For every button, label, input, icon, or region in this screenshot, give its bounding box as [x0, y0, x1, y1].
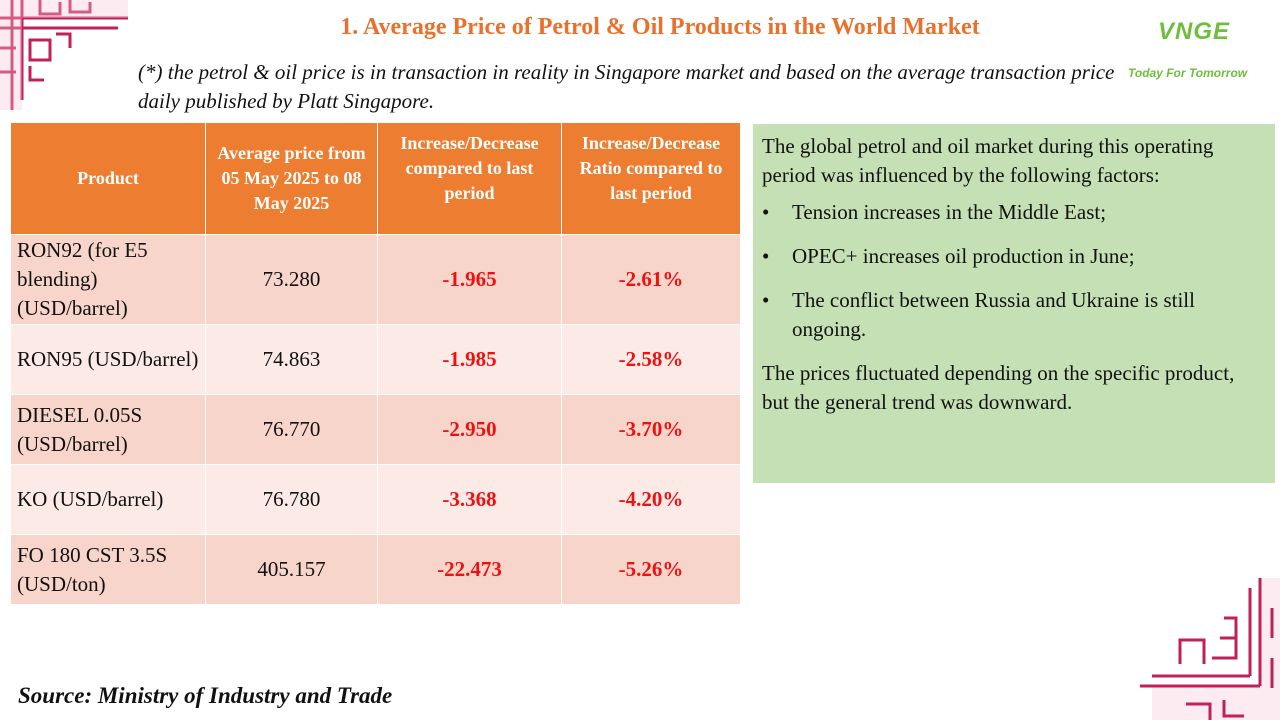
price-table: Product Average price from 05 May 2025 t…	[10, 122, 741, 605]
table-row: FO 180 CST 3.5S (USD/ton) 405.157 -22.47…	[10, 534, 741, 605]
average-price: 73.280	[205, 234, 378, 325]
price-note: (*) the petrol & oil price is in transac…	[138, 60, 1115, 113]
price-change: -22.473	[377, 534, 562, 605]
table-row: RON92 (for E5 blending) (USD/barrel) 73.…	[10, 234, 741, 325]
product-name: KO (USD/barrel)	[10, 464, 206, 535]
header-average-line1: Average price from	[217, 143, 366, 163]
product-name: RON92 (for E5 blending) (USD/barrel)	[10, 234, 206, 325]
table-header-row: Product Average price from 05 May 2025 t…	[10, 122, 741, 235]
header-ratio: Increase/Decrease Ratio compared to last…	[561, 122, 741, 235]
header-average-line2: 05 May 2025 to 08 May 2025	[221, 168, 362, 213]
table-row: KO (USD/barrel) 76.780 -3.368 -4.20%	[10, 464, 741, 535]
factor-item: Tension increases in the Middle East;	[762, 198, 1265, 227]
header-product: Product	[10, 122, 206, 235]
average-price: 76.770	[205, 394, 378, 465]
corner-ornament-top-left	[0, 0, 128, 110]
average-price: 76.780	[205, 464, 378, 535]
change-ratio: -3.70%	[561, 394, 741, 465]
logo-mark: VNGE	[1158, 18, 1231, 45]
change-ratio: -4.20%	[561, 464, 741, 535]
header-change: Increase/Decrease compared to last perio…	[377, 122, 562, 235]
factor-list: Tension increases in the Middle East; OP…	[762, 198, 1265, 344]
change-ratio: -2.61%	[561, 234, 741, 325]
market-factors-panel: The global petrol and oil market during …	[753, 124, 1275, 483]
price-change: -1.965	[377, 234, 562, 325]
table-row: RON95 (USD/barrel) 74.863 -1.985 -2.58%	[10, 324, 741, 395]
price-change: -3.368	[377, 464, 562, 535]
vnge-logo: VNGE Today For Tomorrow	[1124, 18, 1264, 88]
product-name: FO 180 CST 3.5S (USD/ton)	[10, 534, 206, 605]
average-price: 405.157	[205, 534, 378, 605]
corner-ornament-bottom-right	[1140, 578, 1280, 720]
product-name: DIESEL 0.05S (USD/barrel)	[10, 394, 206, 465]
table-row: DIESEL 0.05S (USD/barrel) 76.770 -2.950 …	[10, 394, 741, 465]
factor-item: OPEC+ increases oil production in June;	[762, 242, 1265, 271]
product-name: RON95 (USD/barrel)	[10, 324, 206, 395]
panel-intro: The global petrol and oil market during …	[762, 134, 1214, 187]
panel-conclusion: The prices fluctuated depending on the s…	[762, 361, 1235, 414]
change-ratio: -2.58%	[561, 324, 741, 395]
average-price: 74.863	[205, 324, 378, 395]
price-change: -2.950	[377, 394, 562, 465]
change-ratio: -5.26%	[561, 534, 741, 605]
logo-tagline: Today For Tomorrow	[1128, 66, 1248, 80]
slide-title: 1. Average Price of Petrol & Oil Product…	[340, 14, 980, 40]
source-citation: Source: Ministry of Industry and Trade	[18, 683, 393, 708]
header-average-price: Average price from 05 May 2025 to 08 May…	[205, 122, 378, 235]
factor-item: The conflict between Russia and Ukraine …	[762, 286, 1265, 344]
price-change: -1.985	[377, 324, 562, 395]
